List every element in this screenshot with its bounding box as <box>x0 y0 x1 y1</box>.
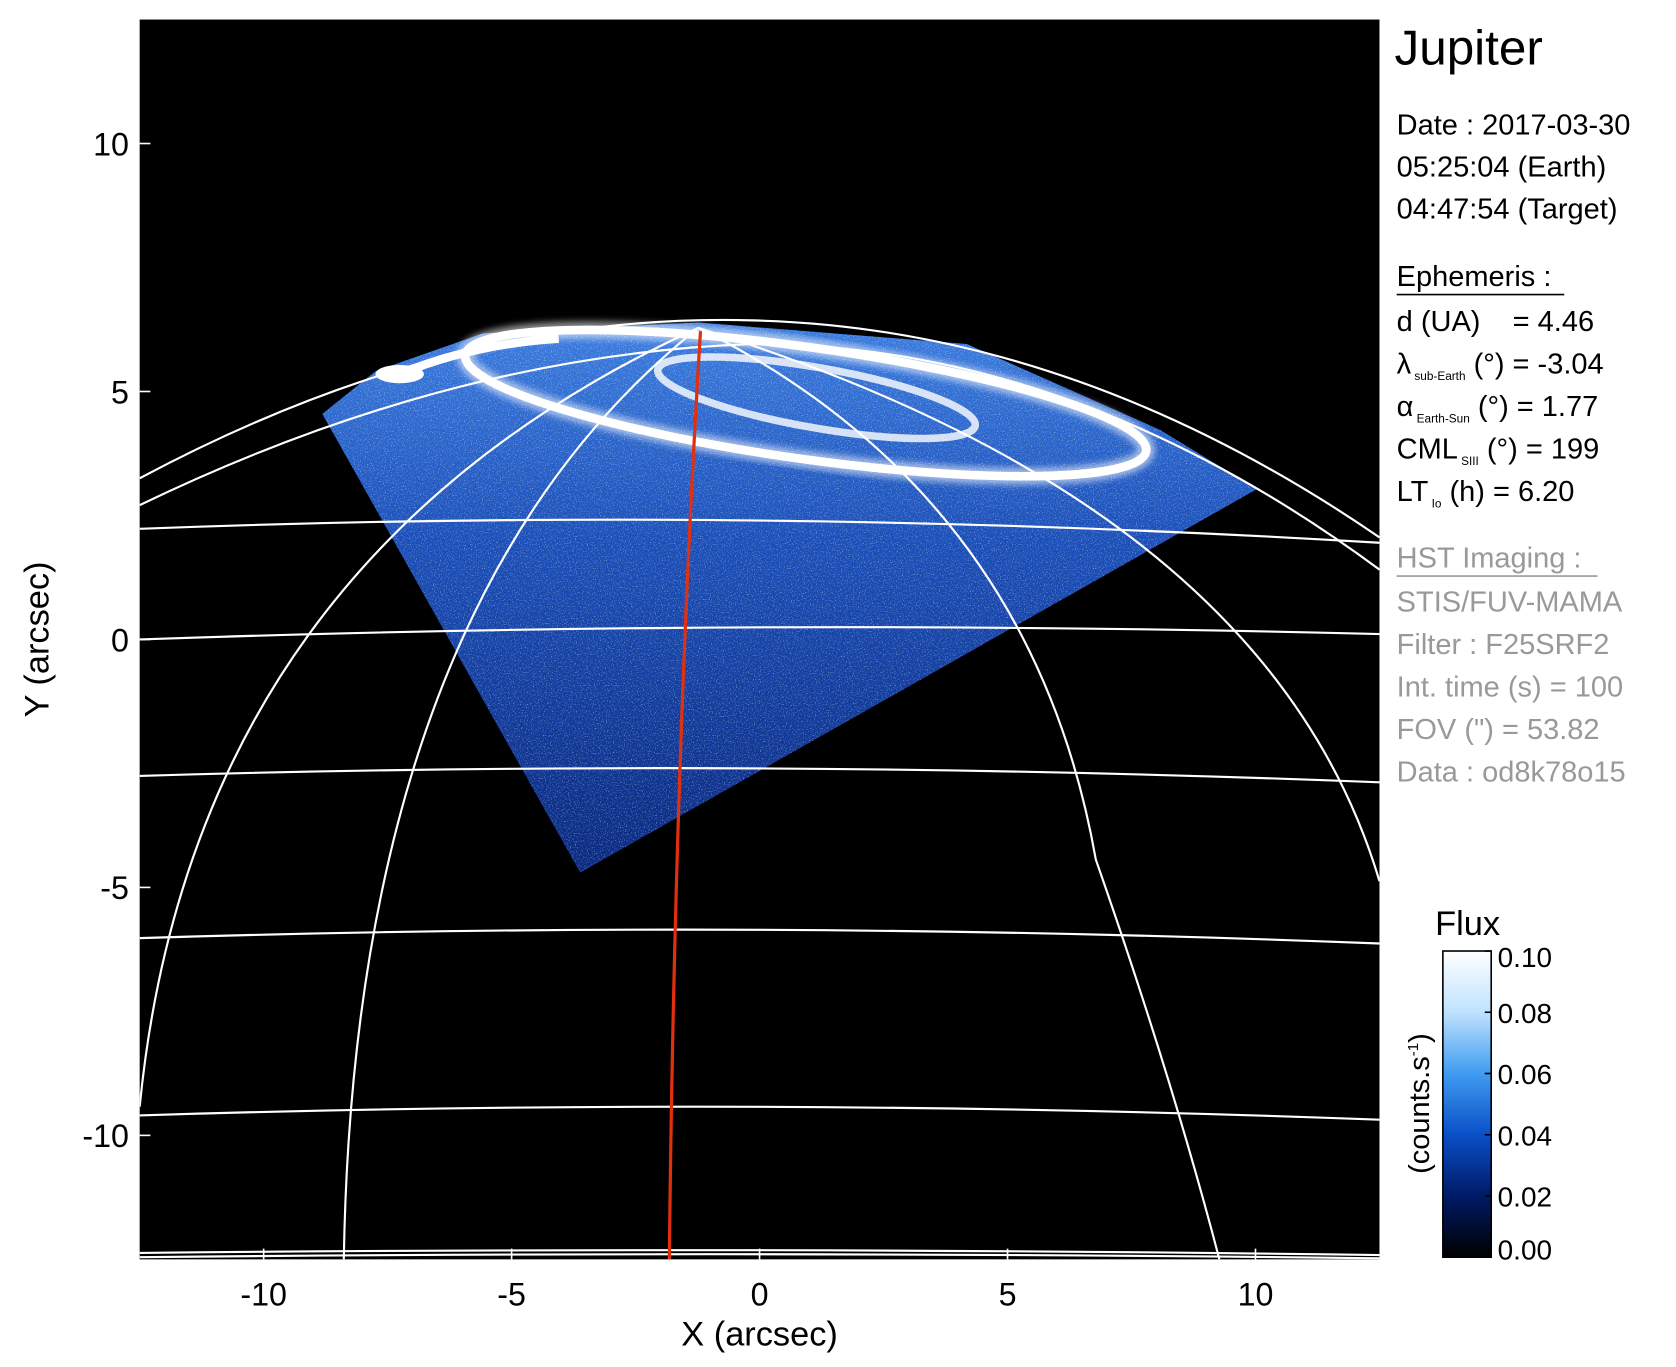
y-tick-label: -10 <box>82 1118 129 1154</box>
date-line: Date : 2017-03-30 <box>1397 110 1631 142</box>
instrument-line: FOV (") = 53.82 <box>1397 714 1600 746</box>
ephemeris-subscript: sub-Earth <box>1414 369 1465 383</box>
colorbar-label-sup: -1 <box>1405 1043 1422 1056</box>
colorbar-label-tail: ) <box>1404 1033 1436 1043</box>
ephemeris-line: λ sub-Earth (°) = -3.04 <box>1397 349 1604 383</box>
ephemeris-symbol: LT <box>1397 476 1429 508</box>
ephemeris-line: LT Io (h) = 6.20 <box>1397 476 1575 510</box>
y-tick-label: 5 <box>111 374 129 410</box>
colorbar-tick-label: 0.02 <box>1498 1182 1552 1213</box>
ephemeris-symbol: λ <box>1397 349 1412 381</box>
y-axis-label: Y (arcsec) <box>18 561 56 717</box>
date-line: 05:25:04 (Earth) <box>1397 151 1607 183</box>
y-tick-label: 0 <box>111 622 129 658</box>
ephemeris-subscript: SIII <box>1461 454 1479 468</box>
ephemeris-line: d (UA) = 4.46 <box>1397 306 1594 338</box>
x-axis-label: X (arcsec) <box>681 1315 838 1353</box>
x-tick-label: -10 <box>240 1277 287 1313</box>
y-tick-label: 10 <box>93 126 129 162</box>
colorbar-tick-label: 0.06 <box>1498 1059 1552 1090</box>
lat-lon-grid <box>139 318 1380 1260</box>
axes: -10 -5 0 5 10 -10 -5 0 5 10 <box>82 126 1273 1312</box>
instrument-line: Filter : F25SRF2 <box>1397 629 1610 661</box>
ephemeris-value: (°) = -3.04 <box>1466 349 1604 381</box>
ephemeris-value: (°) = 1.77 <box>1470 391 1598 423</box>
ephemeris-value: (h) = 6.20 <box>1441 476 1574 508</box>
colorbar-label: (counts.s-1) <box>1404 1033 1436 1174</box>
instrument-title: HST Imaging : <box>1397 542 1582 574</box>
chart-title: Jupiter <box>1395 21 1543 76</box>
x-tick-label: 5 <box>999 1277 1017 1313</box>
instrument-line: Data : od8k78o15 <box>1397 757 1626 789</box>
info-panel: Date : 2017-03-30 05:25:04 (Earth) 04:47:5… <box>1397 110 1631 789</box>
x-tick-label: 0 <box>751 1277 769 1313</box>
central-meridian <box>667 331 703 1260</box>
colorbar-title: Flux <box>1435 905 1500 943</box>
colorbar-fill <box>1442 950 1493 1259</box>
colorbar-tick-label: 0.08 <box>1498 998 1552 1029</box>
x-tick-label: -5 <box>497 1277 526 1313</box>
colorbar-tick-label: 0.00 <box>1498 1234 1552 1265</box>
ephemeris-symbol: CML <box>1397 433 1458 465</box>
instrument-line: Int. time (s) = 100 <box>1397 672 1623 704</box>
ephemeris-subscript: Earth-Sun <box>1417 411 1470 425</box>
x-tick-label: 10 <box>1238 1277 1274 1313</box>
ephemeris-subscript: Io <box>1432 496 1442 510</box>
colorbar-tick-label: 0.10 <box>1498 942 1552 973</box>
ephemeris-symbol: α <box>1397 391 1414 423</box>
aurora <box>375 321 1155 485</box>
instrument-line: STIS/FUV-MAMA <box>1397 587 1623 619</box>
ephemeris-symbol: d (UA) = 4.46 <box>1397 306 1594 338</box>
colorbar: Flux 0.00 0.02 0.04 0.06 0.08 0.10 (counts.s-1) <box>1404 905 1552 1265</box>
ephemeris-title: Ephemeris : <box>1397 261 1552 293</box>
colorbar-label-text: (counts.s <box>1404 1056 1436 1174</box>
date-line: 04:47:54 (Target) <box>1397 193 1618 225</box>
ephemeris-value: (°) = 199 <box>1479 433 1599 465</box>
colorbar-tick-label: 0.04 <box>1498 1120 1552 1151</box>
y-tick-label: -5 <box>100 870 129 906</box>
ephemeris-line: α Earth-Sun (°) = 1.77 <box>1397 391 1599 425</box>
ephemeris-line: CML SIII (°) = 199 <box>1397 433 1600 467</box>
